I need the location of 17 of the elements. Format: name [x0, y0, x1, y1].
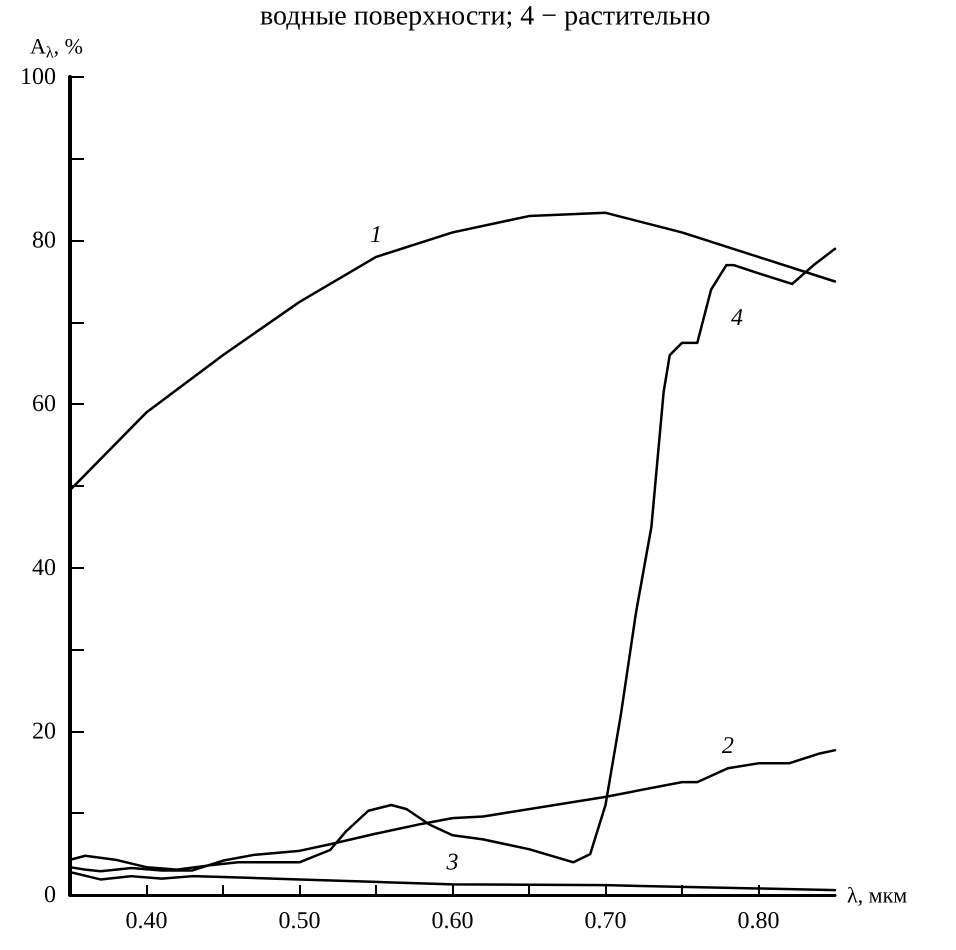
x-axis-title: λ, мкм [847, 882, 908, 908]
series-label: 1 [370, 222, 382, 248]
x-tick-label: 0.60 [432, 908, 474, 934]
series-label: 4 [731, 304, 743, 331]
x-tick-label: 0.80 [738, 908, 780, 934]
y-tick-label: 100 [20, 64, 56, 90]
x-tick-label: 0.50 [278, 908, 320, 934]
x-tick-label: 0.40 [126, 908, 168, 934]
y-tick-label: 40 [32, 554, 56, 581]
text: водные поверхности; 4 − растительно [260, 0, 711, 32]
x-tick-label: 0.70 [584, 908, 626, 934]
y-tick-label: 0 [44, 882, 56, 908]
series-label: 2 [722, 733, 734, 760]
y-tick-label: 20 [32, 718, 56, 744]
y-tick-label: 80 [32, 228, 56, 254]
y-tick-label: 60 [32, 391, 56, 418]
series-label: 3 [446, 849, 458, 876]
